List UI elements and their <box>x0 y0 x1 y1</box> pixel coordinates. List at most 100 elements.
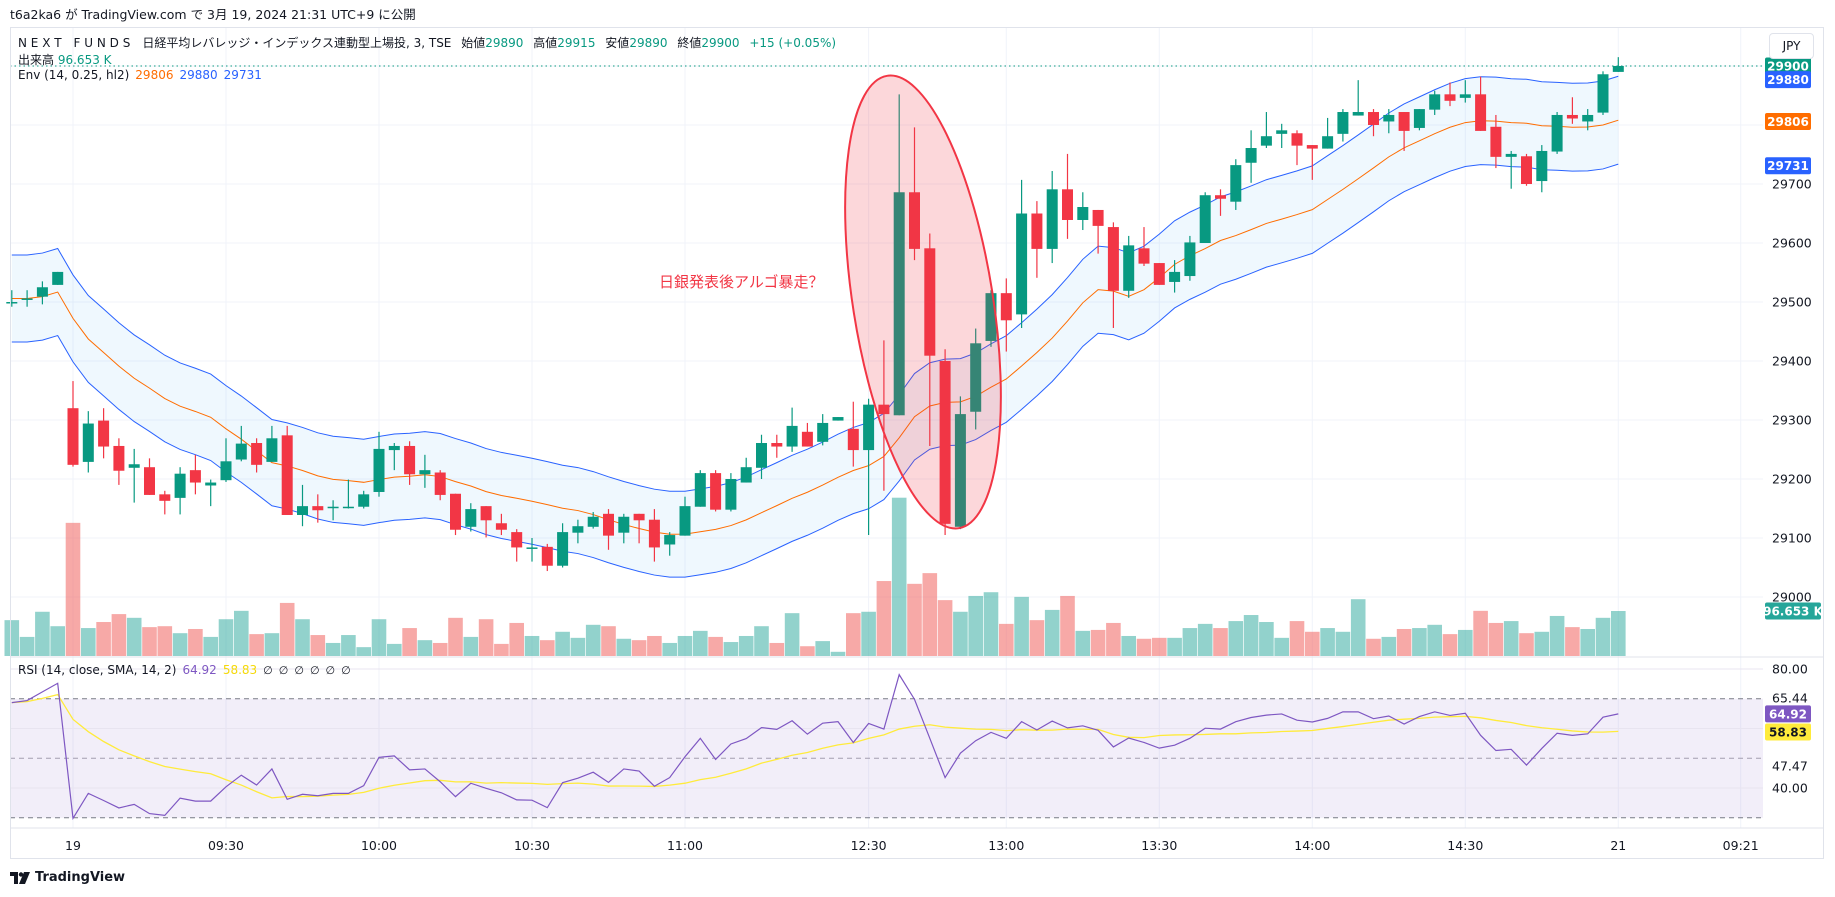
brand-name: TradingView <box>35 870 126 885</box>
volume-legend[interactable]: 出来高 96.653 K <box>18 51 118 68</box>
candle <box>1475 76 1487 131</box>
candle <box>1107 222 1119 328</box>
volume-bar <box>1044 609 1060 656</box>
volume-bar <box>616 638 632 656</box>
candle-body <box>893 192 905 416</box>
candle-body <box>1368 112 1379 125</box>
candle <box>189 454 201 495</box>
candle <box>893 94 905 416</box>
candle <box>1260 112 1272 149</box>
candle <box>1490 114 1502 169</box>
candle-body <box>1490 126 1502 157</box>
volume-bar <box>1121 635 1136 656</box>
candle <box>939 349 951 536</box>
volume-bar <box>1488 622 1504 656</box>
candle-body <box>21 298 33 300</box>
candle <box>1612 57 1624 72</box>
candle <box>220 438 232 482</box>
candle-body <box>740 467 752 483</box>
candle <box>572 519 584 544</box>
candle-body <box>281 435 293 515</box>
env-label: Env (14, 0.25, hl2) <box>18 68 130 82</box>
volume-bar <box>1136 638 1152 656</box>
candle-body <box>694 473 706 507</box>
volume-bar <box>341 635 356 656</box>
volume-bar <box>922 573 938 656</box>
low-value: 29890 <box>629 36 668 50</box>
volume-bar <box>1243 615 1259 656</box>
candle-body <box>1612 66 1624 72</box>
candle-body <box>587 516 599 527</box>
volume-bar <box>1412 628 1427 656</box>
volume-bar <box>1197 623 1213 656</box>
env-legend[interactable]: Env (14, 0.25, hl2) 29806 29880 29731 <box>18 68 268 82</box>
candle <box>1046 171 1058 264</box>
candle <box>21 290 33 307</box>
candle <box>1153 263 1165 285</box>
rsi-legend[interactable]: RSI (14, close, SMA, 14, 2) 64.92 58.83 ∅ ∅ ∅… <box>18 663 357 677</box>
candle-body <box>1566 114 1578 119</box>
close-value: 29900 <box>701 36 740 50</box>
candle-body <box>1337 112 1349 134</box>
candle-body <box>1230 165 1242 202</box>
candle-body <box>358 494 370 507</box>
candle <box>679 496 691 536</box>
candle <box>618 513 630 544</box>
volume-bar <box>585 624 601 656</box>
candle-body <box>342 506 354 509</box>
last-price-badge <box>1765 57 1811 75</box>
volume-badge <box>1765 602 1821 620</box>
volume-bar <box>1182 628 1198 656</box>
candle <box>404 441 416 485</box>
volume-bar <box>96 622 111 656</box>
time-axis-label: 10:00 <box>361 838 397 853</box>
volume-bar <box>325 642 341 656</box>
price-axis-label: 29000 <box>1772 590 1812 605</box>
candle <box>1536 145 1548 193</box>
candle <box>878 340 890 491</box>
candle <box>1230 159 1242 210</box>
candle-body <box>878 404 890 415</box>
candle-body <box>832 417 844 421</box>
candle <box>480 506 492 538</box>
candle-body <box>526 547 538 549</box>
candle <box>1566 97 1578 124</box>
volume-bar <box>81 628 96 656</box>
volume-bar <box>1014 596 1029 656</box>
volume-bar <box>1289 621 1305 656</box>
env-upper-badge <box>1765 71 1811 89</box>
tradingview-logo[interactable]: TradingView <box>10 870 125 885</box>
candle <box>342 479 354 509</box>
candle <box>786 407 798 452</box>
symbol-legend[interactable]: N E X T F U N D S 日経平均レバレッジ・インデックス連動型上場投… <box>18 34 842 51</box>
candle-body <box>189 470 201 483</box>
volume-bar <box>1580 628 1595 656</box>
volume-value: 96.653 K <box>57 53 112 67</box>
currency-button[interactable]: JPY <box>1769 33 1814 59</box>
candle <box>1138 227 1150 267</box>
candle-body <box>1138 248 1150 264</box>
candle-body <box>1107 227 1119 291</box>
volume-bar <box>65 522 81 656</box>
time-axis-label: 14:00 <box>1294 838 1330 853</box>
hidden-value-icon: ∅ <box>341 664 351 677</box>
volume-bar <box>1473 610 1488 656</box>
candle-body <box>434 472 446 495</box>
candle <box>113 438 125 485</box>
candle <box>603 509 614 550</box>
candle <box>1276 123 1288 149</box>
candle <box>1582 109 1594 131</box>
candle <box>694 470 706 507</box>
candle-body <box>465 509 477 527</box>
annotation-text: 日銀発表後アルゴ暴走？ <box>659 273 824 291</box>
candle <box>648 509 660 562</box>
candle-body <box>603 513 614 536</box>
volume-bar <box>1335 631 1351 656</box>
env-basis-value: 29806 <box>135 68 174 82</box>
rsi-axis-label: 40.00 <box>1772 781 1808 796</box>
volume-bar <box>264 633 280 656</box>
candle-body <box>1092 209 1104 226</box>
candle <box>832 417 844 421</box>
env-basis-badge-text: 29806 <box>1767 115 1809 129</box>
